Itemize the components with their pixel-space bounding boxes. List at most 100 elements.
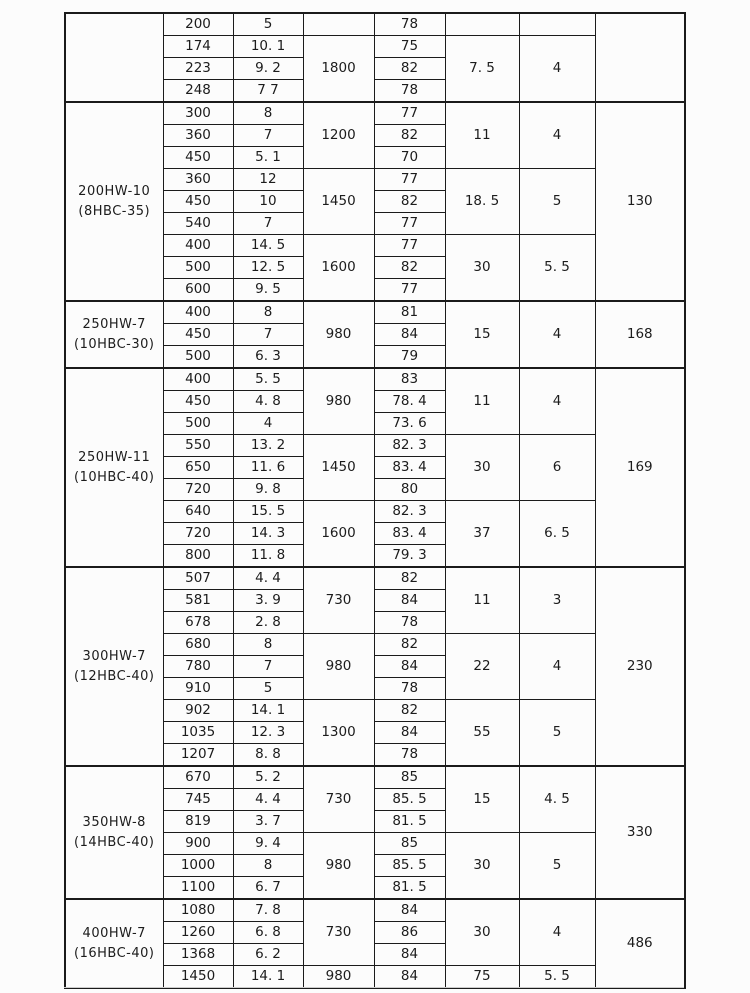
speed-cell: 1800 — [302, 35, 375, 103]
aux-value-cell: 4. 5 — [518, 765, 596, 833]
power-cell: 30 — [444, 234, 520, 302]
head-cell: 9. 4 — [232, 832, 304, 855]
power-cell: 30 — [444, 434, 520, 501]
table-row: 800 11. 8 79. 3 — [65, 544, 685, 568]
head-cell: 12 — [232, 168, 304, 191]
model-cell: 250HW-7 (10HBC-30) — [64, 300, 164, 369]
efficiency-cell: 81. 5 — [373, 810, 446, 833]
flow-cell: 400 — [162, 300, 234, 324]
model-label-line: (16HBC-40) — [74, 945, 155, 961]
model-label-line: 200HW-10 — [78, 183, 151, 199]
table-row: 745 4. 4 85. 5 — [65, 788, 685, 811]
head-cell: 14. 3 — [232, 522, 304, 545]
table-row: 680 8 980 82 22 4 — [65, 633, 685, 700]
efficiency-cell: 84 — [373, 898, 446, 922]
speed-cell: 980 — [302, 367, 375, 435]
flow-cell: 500 — [162, 345, 234, 369]
aux-value-cell: 4 — [518, 101, 596, 169]
flow-cell: 678 — [162, 611, 234, 634]
efficiency-cell: 83. 4 — [373, 456, 446, 479]
table-row: 1035 12. 3 84 — [65, 721, 685, 744]
efficiency-cell: 70 — [373, 146, 446, 169]
flow-cell: 670 — [162, 765, 234, 789]
speed-cell: 980 — [302, 832, 375, 900]
flow-cell: 910 — [162, 677, 234, 700]
table-row: 450 10 82 — [65, 190, 685, 213]
power-cell: 11 — [444, 566, 520, 634]
model-label-line: 350HW-8 — [82, 814, 146, 830]
efficiency-cell: 80 — [373, 478, 446, 501]
aux-value-cell: 4 — [518, 898, 596, 966]
head-cell: 3. 7 — [232, 810, 304, 833]
head-cell: 14. 5 — [232, 234, 304, 257]
head-cell: 5 — [232, 12, 304, 36]
model-label-line: (12HBC-40) — [74, 668, 155, 684]
power-cell: 30 — [444, 832, 520, 900]
table-row: 1450 14. 1 980 84 75 5. 5 — [65, 965, 685, 989]
speed-cell: 1200 — [302, 101, 375, 169]
aux-value-cell: 5 — [518, 699, 596, 767]
flow-cell: 1207 — [162, 743, 234, 767]
weight-cell: 330 — [594, 765, 686, 900]
head-cell: 10 — [232, 190, 304, 213]
head-cell: 10. 1 — [232, 35, 304, 58]
model-cell: 200HW-10 (8HBC-35) — [64, 101, 164, 302]
head-cell: 4 — [232, 412, 304, 435]
efficiency-cell: 78 — [373, 12, 446, 36]
efficiency-cell: 86 — [373, 921, 446, 944]
weight-cell: 130 — [594, 101, 686, 302]
flow-cell: 720 — [162, 522, 234, 545]
power-cell: 75 — [444, 965, 520, 989]
table-row: 223 9. 2 82 — [65, 57, 685, 80]
table-row: 200 5 78 — [64, 12, 686, 103]
aux-value-cell: 4 — [518, 633, 596, 700]
flow-cell: 300 — [162, 101, 234, 125]
aux-value-cell: 6. 5 — [518, 500, 596, 568]
head-cell: 5. 1 — [232, 146, 304, 169]
flow-cell: 745 — [162, 788, 234, 811]
power-cell: 15 — [444, 300, 520, 369]
aux-value-cell — [518, 12, 596, 36]
table-row: 300HW-7 (12HBC-40) 507 4. 4 730 82 11 3 230 — [64, 566, 686, 767]
flow-cell: 450 — [162, 390, 234, 413]
efficiency-cell: 82 — [373, 124, 446, 147]
efficiency-cell: 85. 5 — [373, 788, 446, 811]
aux-value-cell: 4 — [518, 367, 596, 435]
head-cell: 8 — [232, 633, 304, 656]
head-cell: 2. 8 — [232, 611, 304, 634]
table-row: 910 5 78 — [65, 677, 685, 700]
table-row: 600 9. 5 77 — [65, 278, 685, 302]
efficiency-cell: 77 — [373, 168, 446, 191]
efficiency-cell: 85. 5 — [373, 854, 446, 877]
flow-cell: 640 — [162, 500, 234, 523]
table-row: 1207 8. 8 78 — [65, 743, 685, 767]
speed-cell: 1600 — [302, 500, 375, 568]
flow-cell: 1450 — [162, 965, 234, 989]
head-cell: 5. 2 — [232, 765, 304, 789]
efficiency-cell: 85 — [373, 765, 446, 789]
flow-cell: 819 — [162, 810, 234, 833]
flow-cell: 200 — [162, 12, 234, 36]
speed-cell: 980 — [302, 965, 375, 989]
speed-cell: 1450 — [302, 434, 375, 501]
model-label-line: 250HW-7 — [82, 316, 146, 332]
efficiency-cell: 81. 5 — [373, 876, 446, 900]
head-cell: 7 — [232, 124, 304, 147]
efficiency-cell: 78 — [373, 611, 446, 634]
efficiency-cell: 82 — [373, 633, 446, 656]
efficiency-cell: 84 — [373, 965, 446, 989]
aux-value-cell: 5. 5 — [518, 234, 596, 302]
speed-cell: 1600 — [302, 234, 375, 302]
head-cell: 5. 5 — [232, 367, 304, 391]
speed-cell: 980 — [302, 633, 375, 700]
power-cell: 55 — [444, 699, 520, 767]
weight-cell: 486 — [594, 898, 686, 989]
flow-cell: 1080 — [162, 898, 234, 922]
speed-cell: 980 — [302, 300, 375, 369]
table-row: 902 14. 1 1300 82 55 5 — [65, 699, 685, 767]
efficiency-cell: 82 — [373, 57, 446, 80]
flow-cell: 223 — [162, 57, 234, 80]
flow-cell: 507 — [162, 566, 234, 590]
